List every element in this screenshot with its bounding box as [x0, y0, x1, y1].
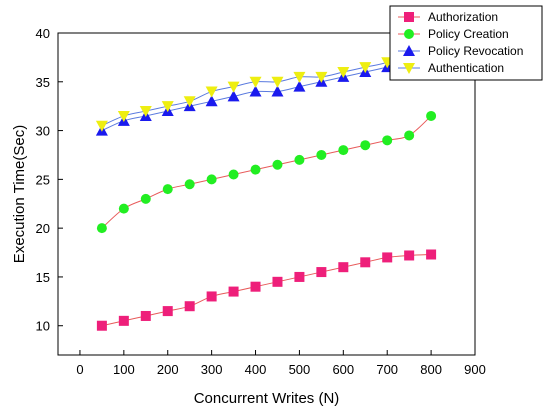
legend-marker [403, 63, 415, 74]
data-point [271, 76, 284, 88]
plot-area-frame [57, 32, 476, 356]
legend-entry: Policy Creation [398, 27, 509, 41]
legend-marker [404, 29, 414, 39]
data-point [140, 193, 151, 204]
data-point [249, 76, 262, 88]
x-tick-label: 800 [420, 362, 442, 377]
x-tick-label: 200 [157, 362, 179, 377]
legend: Authorization Policy Creation Policy Revoc… [389, 5, 543, 81]
y-tick-label: 40 [36, 26, 50, 41]
x-tick-label: 900 [464, 362, 486, 377]
data-point [316, 149, 327, 160]
data-point [294, 154, 305, 165]
data-point [228, 286, 239, 297]
data-point [382, 252, 393, 263]
data-point [184, 179, 195, 190]
data-point [227, 90, 240, 102]
data-point [250, 281, 261, 292]
x-tick-label: 100 [113, 362, 135, 377]
data-point [162, 306, 173, 317]
y-tick-label: 10 [36, 319, 50, 334]
series-line-0 [101, 253, 432, 327]
data-point [360, 257, 371, 268]
legend-marker [403, 45, 415, 56]
data-point [404, 130, 415, 141]
y-tick-label: 30 [36, 124, 50, 139]
data-point [95, 120, 108, 132]
data-point [139, 106, 152, 118]
data-point [293, 80, 306, 92]
legend-label: Authentication [428, 61, 504, 75]
data-point [360, 140, 371, 151]
y-tick-label: 35 [36, 75, 50, 90]
series-line-1 [101, 115, 432, 229]
data-point [162, 184, 173, 195]
data-point [382, 135, 393, 146]
y-tick-label: 20 [36, 221, 50, 236]
data-point [249, 85, 262, 97]
legend-label: Policy Creation [428, 27, 509, 41]
data-point [118, 203, 129, 214]
legend-entry: Authorization [398, 10, 498, 24]
data-point [184, 301, 195, 312]
y-axis-label: Execution Time(Sec) [11, 125, 28, 263]
data-point [183, 96, 196, 108]
data-point [338, 262, 349, 273]
data-point [316, 267, 327, 278]
legend-entry: Policy Revocation [398, 44, 523, 58]
x-tick-label: 600 [332, 362, 354, 377]
series-lines [101, 47, 432, 327]
legend-label: Authorization [428, 10, 498, 24]
x-axis-label: Concurrent Writes (N) [194, 390, 340, 407]
data-point [294, 271, 305, 282]
data-point [293, 71, 306, 83]
data-point [205, 86, 218, 98]
x-tick-label: 0 [76, 362, 83, 377]
data-point [250, 164, 261, 175]
series-line-2 [101, 47, 432, 132]
data-point [426, 110, 437, 121]
x-tick-label: 500 [289, 362, 311, 377]
data-point [426, 249, 437, 260]
data-point [404, 250, 415, 261]
data-point [338, 145, 349, 156]
data-point [206, 174, 217, 185]
data-point [161, 101, 174, 113]
data-point [272, 276, 283, 287]
data-point [118, 315, 129, 326]
x-tick-label: 700 [376, 362, 398, 377]
data-point [117, 110, 130, 122]
y-tick-label: 15 [36, 270, 50, 285]
data-point [96, 320, 107, 331]
legend-entry: Authentication [398, 61, 504, 75]
data-point [359, 62, 372, 74]
series-line-3 [101, 47, 432, 127]
legend-label: Policy Revocation [428, 44, 523, 58]
y-tick-label: 25 [36, 172, 50, 187]
data-point [337, 67, 350, 79]
legend-marker [404, 12, 414, 22]
data-point [96, 223, 107, 234]
data-point [272, 159, 283, 170]
data-point [315, 71, 328, 83]
data-point [140, 310, 151, 321]
data-point [206, 291, 217, 302]
series-markers [95, 41, 438, 331]
data-point [205, 95, 218, 107]
axis-ticks: 0 100 200 300 400 500 600 700 800 900 10 15 20 25 30 35… [36, 26, 486, 377]
data-point [271, 85, 284, 97]
data-point [228, 169, 239, 180]
x-tick-label: 400 [245, 362, 267, 377]
data-point [227, 81, 240, 93]
x-tick-label: 300 [201, 362, 223, 377]
